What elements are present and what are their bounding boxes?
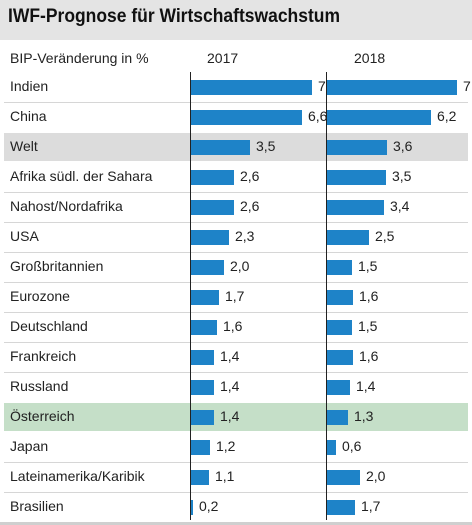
value-label-2017-3: 3,5 (256, 138, 276, 154)
category-label: Russland (10, 378, 69, 394)
value-label-2017-5: 2,6 (240, 198, 260, 214)
category-label: Nahost/Nordafrika (10, 198, 123, 214)
bar-2018-9 (326, 320, 352, 335)
value-label-2017-6: 2,3 (235, 228, 255, 244)
column-header-2018: 2018 (354, 50, 386, 66)
bar-2017-15 (190, 500, 193, 515)
value-label-2018-7: 1,5 (358, 258, 378, 274)
row-separator (4, 102, 468, 103)
value-label-2017-12: 1,4 (220, 408, 240, 424)
row-separator (4, 222, 468, 223)
value-label-2018-15: 1,7 (361, 498, 381, 514)
bar-2018-2 (326, 110, 431, 125)
category-label: Japan (10, 438, 49, 454)
value-label-2018-2: 6,2 (437, 108, 457, 124)
category-label: USA (10, 228, 39, 244)
row-separator (4, 252, 468, 253)
value-label-2017-11: 1,4 (220, 378, 240, 394)
bar-2018-1 (326, 80, 457, 95)
bar-2018-6 (326, 230, 369, 245)
value-label-2017-4: 2,6 (240, 168, 260, 184)
bar-2018-3 (326, 140, 387, 155)
row-separator (4, 372, 468, 373)
value-label-2018-1: 7,7 (463, 78, 472, 94)
bar-2018-5 (326, 200, 384, 215)
bar-2017-8 (190, 290, 219, 305)
value-label-2018-9: 1,5 (358, 318, 378, 334)
category-label: Großbritannien (10, 258, 104, 274)
category-label: Deutschland (10, 318, 88, 334)
column-header-2017: 2017 (207, 50, 239, 66)
row-separator (4, 192, 468, 193)
category-label: Brasilien (10, 498, 64, 514)
value-label-2018-8: 1,6 (359, 288, 379, 304)
bar-2017-2 (190, 110, 302, 125)
value-label-2017-7: 2,0 (230, 258, 250, 274)
bar-2017-1 (190, 80, 312, 95)
row-label-header: BIP-Veränderung in % (10, 50, 149, 66)
bar-2018-11 (326, 380, 350, 395)
bar-2017-11 (190, 380, 214, 395)
value-label-2017-9: 1,6 (223, 318, 243, 334)
value-label-2017-15: 0,2 (199, 498, 219, 514)
bar-2017-10 (190, 350, 214, 365)
value-label-2017-10: 1,4 (220, 348, 240, 364)
value-label-2018-10: 1,6 (359, 348, 379, 364)
bar-2018-15 (326, 500, 355, 515)
bar-2017-12 (190, 410, 214, 425)
value-label-2017-13: 1,2 (216, 438, 236, 454)
row-separator (4, 492, 468, 493)
bar-2018-12 (326, 410, 348, 425)
axis-2018 (326, 72, 327, 520)
bar-2018-7 (326, 260, 352, 275)
value-label-2017-8: 1,7 (225, 288, 245, 304)
bar-2017-13 (190, 440, 210, 455)
row-separator (4, 462, 468, 463)
title-bar: IWF-Prognose für Wirtschaftswachstum (0, 0, 472, 40)
bottom-border (0, 522, 472, 525)
value-label-2018-13: 0,6 (342, 438, 362, 454)
chart-title: IWF-Prognose für Wirtschaftswachstum (8, 6, 341, 27)
bar-2017-7 (190, 260, 224, 275)
value-label-2017-14: 1,1 (215, 468, 235, 484)
bar-2017-4 (190, 170, 234, 185)
row-separator (4, 312, 468, 313)
row-separator (4, 282, 468, 283)
category-label: Frankreich (10, 348, 77, 364)
bar-2018-8 (326, 290, 353, 305)
category-label: Welt (10, 138, 38, 154)
bar-2017-6 (190, 230, 229, 245)
category-label: Lateinamerika/Karibik (10, 468, 145, 484)
bar-2017-9 (190, 320, 217, 335)
value-label-2018-11: 1,4 (356, 378, 376, 394)
bar-2018-14 (326, 470, 360, 485)
category-label: Eurozone (10, 288, 70, 304)
row-separator (4, 342, 468, 343)
category-label: Österreich (10, 408, 75, 424)
value-label-2018-5: 3,4 (390, 198, 410, 214)
bar-2017-14 (190, 470, 209, 485)
value-label-2018-12: 1,3 (354, 408, 374, 424)
value-label-2017-2: 6,6 (308, 108, 328, 124)
bar-2017-3 (190, 140, 250, 155)
value-label-2018-6: 2,5 (375, 228, 395, 244)
bar-2018-10 (326, 350, 353, 365)
bar-2018-13 (326, 440, 336, 455)
bar-2017-5 (190, 200, 234, 215)
category-label: China (10, 108, 47, 124)
bar-2018-4 (326, 170, 386, 185)
axis-2017 (190, 72, 191, 520)
value-label-2018-4: 3,5 (392, 168, 412, 184)
category-label: Afrika südl. der Sahara (10, 168, 153, 184)
value-label-2018-14: 2,0 (366, 468, 386, 484)
value-label-2018-3: 3,6 (393, 138, 413, 154)
category-label: Indien (10, 78, 49, 94)
row-highlight-12 (4, 403, 468, 431)
